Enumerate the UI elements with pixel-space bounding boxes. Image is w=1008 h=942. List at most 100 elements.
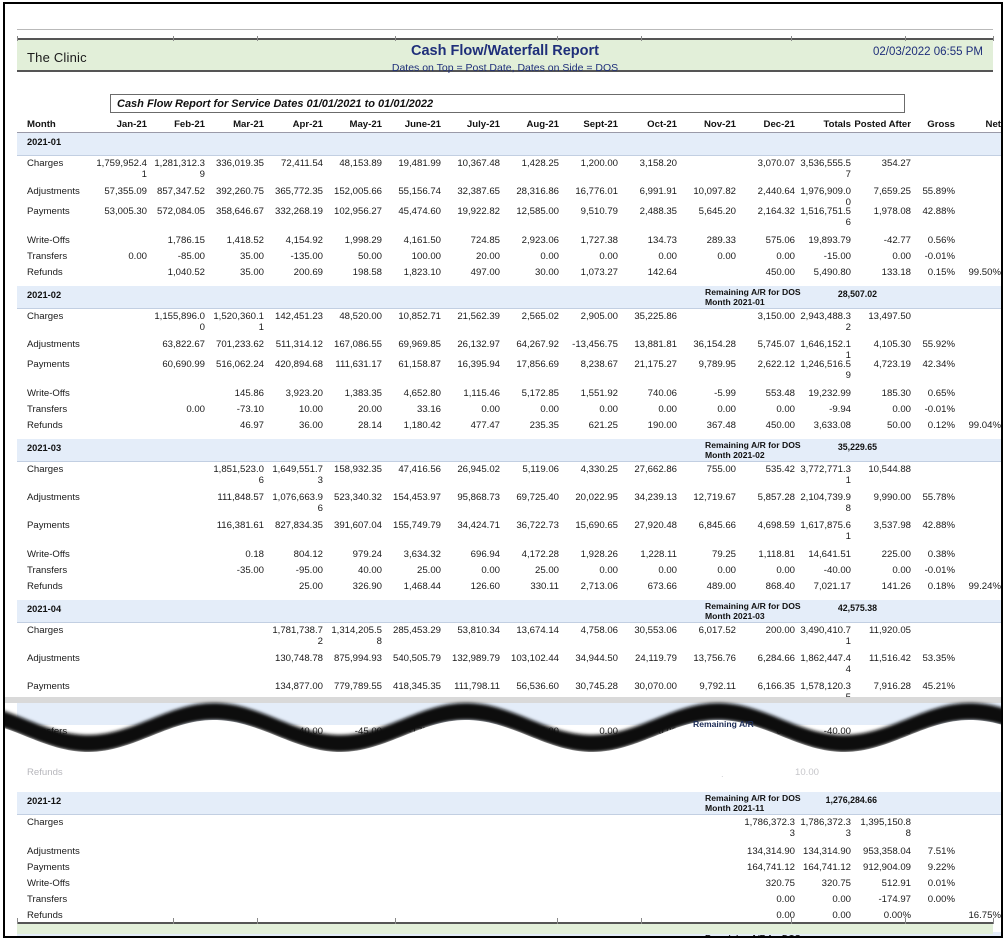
cell-value: 40.00 (357, 565, 382, 576)
cell-value: 1,155,896.0 0 (154, 311, 205, 333)
column-header-dec-21[interactable]: Dec-21 (763, 119, 795, 130)
cell-value: 1,395,150.8 8 (860, 817, 911, 839)
column-header-net[interactable]: Net (985, 119, 1001, 130)
column-header-oct-21[interactable]: Oct-21 (647, 119, 677, 130)
column-header-sept-21[interactable]: Sept-21 (583, 119, 618, 130)
cell-value: 9,789.95 (698, 359, 736, 370)
column-header-june-21[interactable]: June-21 (404, 119, 441, 130)
table-row: Write-Offs 320.75 320.75 512.91 0.01% (17, 876, 1001, 892)
cell-value: 21,562.39 (457, 311, 500, 322)
cell-value: 875,994.93 (333, 653, 382, 664)
report-grid: Month Jan-21 Feb-21 Mar-21 Apr-21 May-21 June-… (17, 117, 1001, 936)
ruler-tick (257, 918, 258, 924)
cell-value: 868.40 (765, 581, 795, 592)
cell-value: 3,115.96 (522, 710, 559, 721)
cell-value: 2,104,739.9 8 (800, 492, 851, 514)
month-group-band[interactable]: 2021-03 Remaining A/R for DOS Month 2021-… (17, 439, 1001, 462)
row-label-payments: Payments (27, 862, 70, 873)
cell-value: 19,232.99 (808, 388, 851, 399)
cell-value: 1,428.25 (521, 158, 559, 169)
cell-value: 36,722.73 (516, 520, 559, 531)
cell-value: 2,488.35 (639, 206, 677, 217)
service-date-title-text: Cash Flow Report for Service Dates 01/01… (117, 98, 434, 110)
month-group-band[interactable]: 2021-12 Remaining A/R for DOS Month 2021-… (17, 792, 1001, 815)
remaining-ar-label: Remaining A/R for DOS Month 2021-02 (705, 440, 801, 460)
cell-value: -0.01% (924, 726, 955, 737)
cell-value: 671.99 (352, 710, 382, 721)
cell-value: 190.00 (647, 420, 677, 431)
ruler-tick (173, 36, 174, 41)
cell-value: -40.00 (295, 726, 323, 737)
cell-value: 100.00 (706, 726, 736, 737)
cell-value: 0.65% (927, 388, 955, 399)
column-header-nov-21[interactable]: Nov-21 (704, 119, 736, 130)
cell-value: 11,920.05 (869, 625, 911, 636)
column-header-apr-21[interactable]: Apr-21 (292, 119, 323, 130)
cell-value: 3,772,771.3 1 (800, 464, 851, 486)
column-header-july-21[interactable]: July-21 (466, 119, 500, 130)
cell-value: 48,153.89 (339, 158, 382, 169)
cell-value: 418,345.35 (392, 681, 441, 692)
cell-value: 1,383.35 (344, 388, 382, 399)
cell-value: 0.00 (599, 565, 618, 576)
table-row: Write-Offs 671.99 983.33 297.83 3,115.96 2,25… (17, 708, 1001, 724)
cell-value: 392,260.75 (215, 186, 264, 197)
month-group-band[interactable]: 2021-01 (17, 133, 1001, 156)
cell-value: 1,727.38 (580, 235, 618, 246)
column-header-posted-after[interactable]: Posted After (854, 119, 911, 130)
cell-value: 724.85 (470, 235, 500, 246)
cell-value: 9,510.79 (580, 206, 618, 217)
cell-value: 1,978.08 (873, 206, 911, 217)
cell-value: 13,881.81 (634, 339, 677, 350)
cell-value: 36.00 (298, 420, 323, 431)
table-row: Write-Offs 1,786.15 1,418.52 4,154.92 1,998.… (17, 233, 1001, 249)
remaining-ar-label: Remaining A/R for DOS Month 2021-03 (705, 601, 801, 621)
cell-value: 3,490,410.7 1 (800, 625, 851, 647)
faded-value-a: 10.00 (795, 767, 820, 778)
table-row: Charges 1,851,523.0 6 1,649,551.7 3 158,932… (17, 462, 1001, 486)
column-header-gross[interactable]: Gross (927, 119, 955, 130)
row-label-charges: Charges (27, 464, 64, 475)
cell-value: 30,553.06 (634, 625, 677, 636)
month-group-label: 2021-02 (27, 290, 62, 300)
table-row: Payments 53,005.30 572,084.05 358,646.67 332… (17, 204, 1001, 228)
final-remaining-ar-value: 1,486,995.56 (787, 935, 877, 936)
row-label-transfers: Transfers (27, 894, 68, 905)
cell-value: 200.00 (765, 625, 795, 636)
cell-value: 28.14 (357, 420, 382, 431)
ruler-tick (17, 918, 18, 924)
cell-value: 983.33 (411, 710, 441, 721)
cell-value: 2,622.12 (757, 359, 795, 370)
cell-value: 134.73 (647, 235, 677, 246)
ruler-tick (993, 36, 994, 41)
cell-value: 1,418.52 (226, 235, 264, 246)
month-group-band[interactable]: 2021-04 Remaining A/R for DOS Month 2021-… (17, 600, 1001, 623)
column-header-month[interactable]: Month (27, 119, 56, 130)
cell-value: 1,617,875.6 1 (800, 520, 851, 542)
table-row: Charges 1,155,896.0 0 1,520,360.1 1 142,451… (17, 309, 1001, 333)
cell-value: 111,631.17 (335, 359, 382, 370)
cell-value: 0.15% (927, 267, 955, 278)
column-header-jan-21[interactable]: Jan-21 (116, 119, 147, 130)
ruler-tick (993, 918, 994, 924)
column-header-totals[interactable]: Totals (823, 119, 851, 130)
column-header-may-21[interactable]: May-21 (349, 119, 382, 130)
cell-value: 7,916.28 (873, 681, 911, 692)
cell-value: 0.00% (927, 894, 955, 905)
cell-value: -175.00 (408, 726, 441, 737)
column-header-aug-21[interactable]: Aug-21 (526, 119, 559, 130)
month-group-band[interactable]: 2021-02 Remaining A/R for DOS Month 2021-… (17, 286, 1001, 309)
table-row: Refunds 46.97 36.00 28.14 1,180.42 477.47 235.… (17, 418, 1001, 434)
row-label-write-offs: Write-Offs (27, 710, 70, 721)
cell-value: 53,810.34 (457, 625, 500, 636)
cell-value: 99.04% (968, 420, 1001, 431)
cell-value: 367.48 (706, 420, 736, 431)
column-header-mar-21[interactable]: Mar-21 (233, 119, 264, 130)
cell-value: 804.12 (293, 549, 323, 560)
column-header-feb-21[interactable]: Feb-21 (174, 119, 205, 130)
remaining-ar-label: Remaining A/R for DOS Month 2021-11 (705, 793, 801, 813)
cell-value: 7,659.25 (873, 186, 911, 197)
cell-value: 235.35 (529, 420, 559, 431)
clinic-name: The Clinic (27, 50, 87, 65)
cell-value: 154,453.97 (392, 492, 441, 503)
